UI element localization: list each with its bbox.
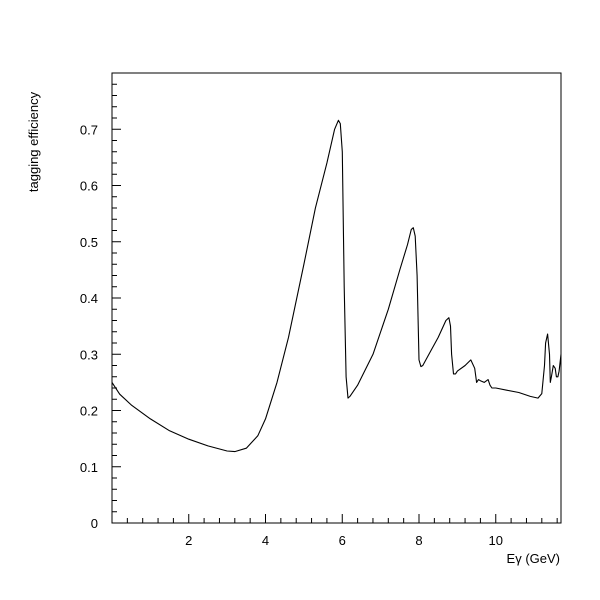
y-tick-label: 0.6 (80, 179, 98, 194)
series-line (111, 119, 562, 453)
y-tick-label: 0.3 (80, 347, 98, 362)
x-tick-label: 4 (262, 533, 269, 548)
y-tick-label: 0.1 (80, 460, 98, 475)
x-tick-label: 10 (489, 533, 503, 548)
x-axis-title: Eγ (GeV) (507, 551, 560, 566)
y-tick-label: 0 (91, 516, 98, 531)
x-tick-label: 8 (415, 533, 422, 548)
y-tick-label: 0.5 (80, 235, 98, 250)
y-tick-label: 0.7 (80, 122, 98, 137)
x-tick-label: 6 (339, 533, 346, 548)
y-tick-label: 0.2 (80, 404, 98, 419)
x-tick-label: 2 (185, 533, 192, 548)
y-tick-label: 0.4 (80, 291, 98, 306)
y-axis-title: tagging efficiency (26, 91, 41, 192)
plot-frame (111, 72, 562, 524)
